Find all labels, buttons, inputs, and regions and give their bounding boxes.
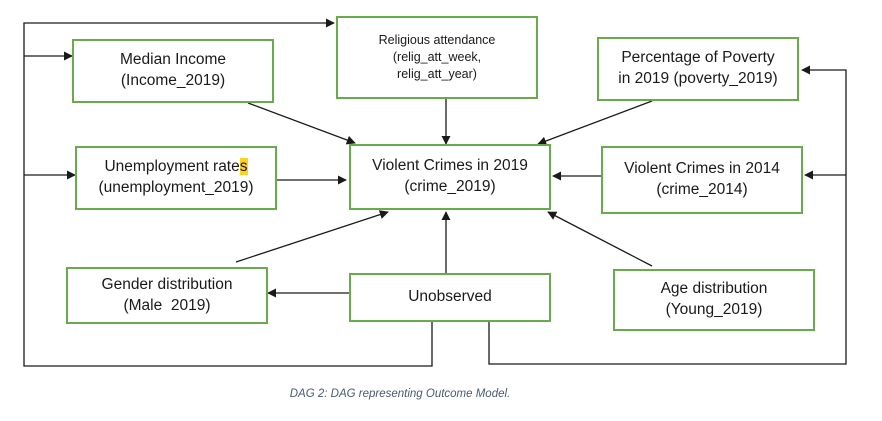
node-religious-label: Religious attendance: [378, 33, 496, 48]
node-crime2019-var: (crime_2019): [404, 178, 496, 195]
node-unemployment: Unemployment rates (unemployment_2019): [75, 146, 277, 210]
node-gender-var: (Male 2019): [123, 296, 211, 314]
node-religious-var2: relig_att_year): [397, 66, 477, 81]
node-violent-crimes-2019: Violent Crimes in 2019 (crime_2019): [349, 144, 551, 210]
node-religious-attendance: Religious attendance (relig_att_week, re…: [336, 16, 538, 99]
node-religious-var1: (relig_att_week,: [392, 50, 482, 65]
edge-income-to-crime2019: [247, 102, 356, 145]
node-median-income-label: Median Income: [120, 51, 226, 69]
node-crime2014-label: Violent Crimes in 2014: [624, 160, 780, 178]
node-age-distribution: Age distribution (Young_2019): [613, 269, 815, 331]
node-age-var: (Young_2019): [665, 301, 763, 318]
node-unobserved-label: Unobserved: [408, 288, 492, 306]
node-median-income-var: (Income_2019): [120, 72, 226, 89]
node-unemployment-label: Unemployment rates: [104, 157, 248, 178]
node-poverty-var: in 2019 (poverty_2019): [618, 70, 778, 87]
edge-unobserved-left-loop: [23, 18, 433, 367]
node-unemployment-var: (unemployment_2019): [98, 179, 254, 196]
edge-poverty-to-crime2019: [537, 100, 653, 146]
node-poverty: Percentage of Poverty in 2019 (poverty_2…: [597, 37, 799, 101]
node-poverty-label: Percentage of Poverty: [621, 49, 775, 67]
edge-unobserved-right-loop: [488, 65, 847, 365]
node-unemployment-label-highlight: s: [239, 158, 248, 176]
edge-gender-to-crime2019: [235, 210, 389, 263]
node-crime2014-var: (crime_2014): [656, 181, 748, 198]
node-gender-label: Gender distribution: [101, 275, 233, 293]
node-gender-distribution: Gender distribution (Male 2019): [66, 267, 268, 324]
node-median-income: Median Income (Income_2019): [72, 39, 274, 103]
node-unemployment-label-main: Unemployment rate: [104, 158, 240, 176]
edge-age-to-crime2019: [547, 211, 653, 267]
node-violent-crimes-2014: Violent Crimes in 2014 (crime_2014): [601, 146, 803, 214]
figure-caption: DAG 2: DAG representing Outcome Model.: [289, 388, 511, 400]
node-crime2019-label: Violent Crimes in 2019: [372, 157, 528, 175]
node-unobserved: Unobserved: [349, 273, 551, 322]
node-age-label: Age distribution: [660, 280, 768, 298]
